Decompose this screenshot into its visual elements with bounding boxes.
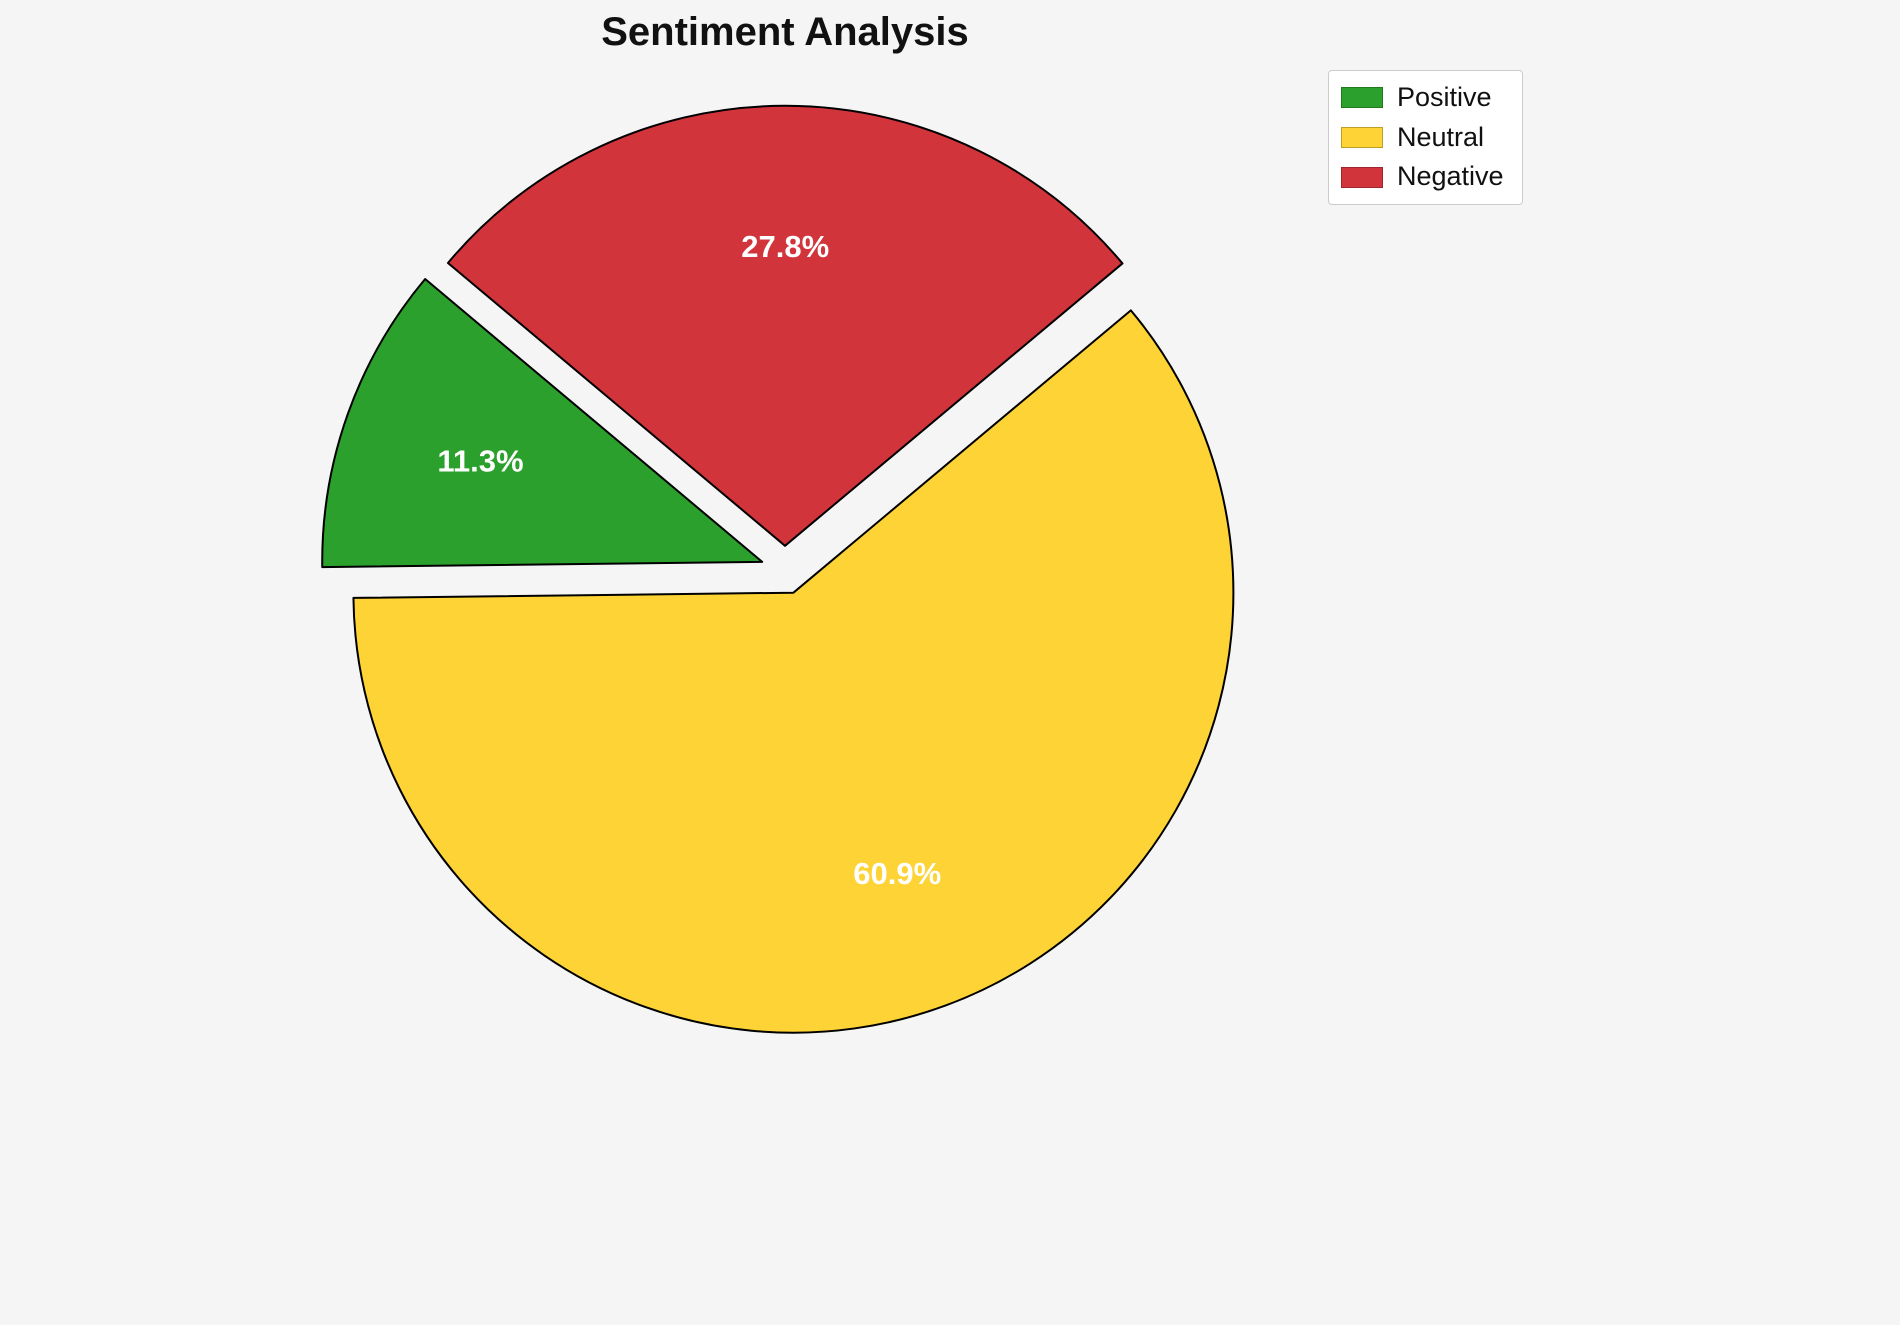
pie-wedges xyxy=(321,104,1235,1034)
pie-slice-positive xyxy=(321,278,764,569)
legend: Positive Neutral Negative xyxy=(1328,70,1523,206)
legend-item-neutral: Neutral xyxy=(1341,121,1504,153)
legend-item-negative: Negative xyxy=(1341,162,1504,192)
pie-slice-neutral xyxy=(352,309,1235,1034)
pie-slice-pct-label-neutral: 60.9% xyxy=(853,856,941,891)
pie-slice-pct-label-negative: 27.8% xyxy=(741,229,829,264)
legend-swatch-neutral xyxy=(1341,127,1383,149)
pie-slice-pct-label-positive: 11.3% xyxy=(437,444,523,479)
legend-swatch-positive xyxy=(1341,87,1383,109)
legend-swatch-negative xyxy=(1341,166,1383,188)
legend-label-positive: Positive xyxy=(1397,82,1492,112)
legend-item-positive: Positive xyxy=(1341,82,1504,113)
pie-wedge-labels: 11.3% 60.9% 27.8% xyxy=(437,229,941,891)
legend-label-negative: Negative xyxy=(1397,161,1504,192)
legend-label-neutral: Neutral xyxy=(1397,121,1485,152)
pie-slice-negative xyxy=(446,104,1124,547)
chart-title: Sentiment Analysis xyxy=(601,10,969,54)
